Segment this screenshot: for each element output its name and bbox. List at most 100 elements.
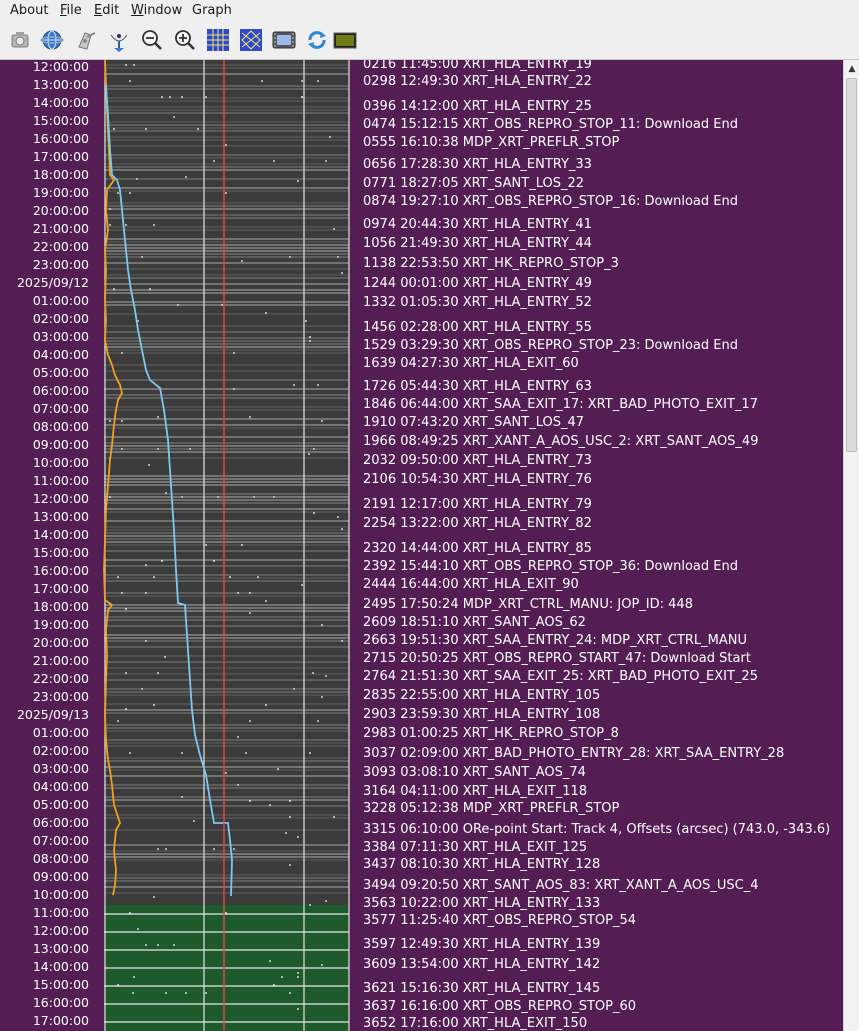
event-list-item[interactable]: 1639 04:27:30 XRT_HLA_EXIT_60 [363,356,579,371]
data-dot [141,688,143,690]
menu-window[interactable]: Window [131,3,183,18]
event-list-item[interactable]: 0874 19:27:10 XRT_OBS_REPRO_STOP_16: Dow… [363,194,738,209]
event-list-item[interactable]: 3228 05:12:38 MDP_XRT_PREFLR_STOP [363,801,620,816]
event-list-item[interactable]: 1332 01:05:30 XRT_HLA_ENTRY_52 [363,295,592,310]
event-list-item[interactable]: 0974 20:44:30 XRT_HLA_ENTRY_41 [363,217,592,232]
data-dot [308,453,310,455]
event-list-item[interactable]: 3037 02:09:00 XRT_BAD_PHOTO_ENTRY_28: XR… [363,746,785,761]
data-dot [277,768,279,770]
zoom-out-button[interactable] [139,27,165,53]
event-list-item[interactable]: 3093 03:08:10 XRT_SANT_AOS_74 [363,765,586,780]
data-dot [129,752,131,754]
event-list-item[interactable]: 1726 05:44:30 XRT_HLA_ENTRY_63 [363,379,592,394]
data-dot [269,804,271,806]
event-list-item[interactable]: 2320 14:44:00 XRT_HLA_ENTRY_85 [363,541,592,556]
camera-button[interactable] [7,27,33,53]
film-button[interactable] [271,27,297,53]
event-list-item[interactable]: 0771 18:27:05 XRT_SANT_LOS_22 [363,176,585,191]
event-list-item[interactable]: 1910 07:43:20 XRT_SANT_LOS_47 [363,415,585,430]
event-list-item[interactable]: 3597 12:49:30 XRT_HLA_ENTRY_139 [363,937,601,952]
event-list-item[interactable]: 2663 19:51:30 XRT_SAA_ENTRY_24: MDP_XRT_… [363,633,748,648]
event-list-item[interactable]: 3384 07:11:30 XRT_HLA_EXIT_125 [363,840,588,855]
menu-graph[interactable]: Graph [192,3,232,18]
event-list-item[interactable]: 2609 18:51:10 XRT_SANT_AOS_62 [363,615,586,630]
event-list-item[interactable]: 0216 11:45:00 XRT_HLA_ENTRY_19 [363,60,592,72]
event-list-item[interactable]: 2835 22:55:00 XRT_HLA_ENTRY_105 [363,688,601,703]
event-list-item[interactable]: 3563 10:22:00 XRT_HLA_ENTRY_133 [363,896,601,911]
data-dot [261,80,263,82]
event-list-item[interactable]: 2254 13:22:00 XRT_HLA_ENTRY_82 [363,516,592,531]
data-dot [317,720,319,722]
film-icon [272,31,296,49]
timeline-strip[interactable] [100,60,353,1031]
data-dot [341,272,343,274]
event-list-item[interactable]: 3652 17:16:00 XRT_HLA_EXIT_150 [363,1016,588,1031]
event-list-item[interactable]: 1138 22:53:50 XRT_HK_REPRO_STOP_3 [363,256,619,271]
event-list-item[interactable]: 0656 17:28:30 XRT_HLA_ENTRY_33 [363,157,592,172]
data-dot [181,496,183,498]
event-list-item[interactable]: 2106 10:54:30 XRT_HLA_ENTRY_76 [363,472,592,487]
event-list-item[interactable]: 3609 13:54:00 XRT_HLA_ENTRY_142 [363,957,601,972]
event-list-item[interactable]: 0474 15:12:15 XRT_OBS_REPRO_STOP_11: Dow… [363,117,738,132]
time-axis: 12:00:00 13:00:00 14:00:00 15:00:00 16:00:00… [0,60,100,1031]
event-list-item[interactable]: 2392 15:44:10 XRT_OBS_REPRO_STOP_36: Dow… [363,559,738,574]
event-list-item[interactable]: 2764 21:51:30 XRT_SAA_EXIT_25: XRT_BAD_P… [363,669,758,684]
data-dot [181,796,183,798]
event-list[interactable]: 0216 11:45:00 XRT_HLA_ENTRY_19 0298 12:49… [353,60,843,1031]
star-pattern-button[interactable] [238,27,264,53]
event-list-item[interactable]: 0396 14:12:00 XRT_HLA_ENTRY_25 [363,99,592,114]
refresh-button[interactable] [304,27,330,53]
event-list-item[interactable]: 1056 21:49:30 XRT_HLA_ENTRY_44 [363,236,592,251]
data-dot [321,964,323,966]
event-list-item[interactable]: 2903 23:59:30 XRT_HLA_ENTRY_108 [363,707,601,722]
event-list-item[interactable]: 0555 16:10:38 MDP_XRT_PREFLR_STOP [363,135,620,150]
event-list-item[interactable]: 3621 15:16:30 XRT_HLA_ENTRY_145 [363,981,601,996]
event-list-item[interactable]: 3637 16:16:00 XRT_OBS_REPRO_STOP_60 [363,999,636,1014]
event-list-item[interactable]: 2191 12:17:00 XRT_HLA_ENTRY_79 [363,497,592,512]
event-list-item[interactable]: 3315 06:10:00 ORe-point Start: Track 4, … [363,822,831,837]
vertical-scrollbar[interactable]: ▲ [843,60,859,1031]
event-list-item[interactable]: 0298 12:49:30 XRT_HLA_ENTRY_22 [363,74,592,89]
menu-file[interactable]: File [60,3,82,18]
data-dot [233,848,235,850]
time-label: 23:00:00 [32,257,89,272]
monitor-button[interactable] [332,27,358,53]
event-list-item[interactable]: 2032 09:50:00 XRT_HLA_ENTRY_73 [363,453,592,468]
menu-about[interactable]: About [10,3,49,18]
event-list-item[interactable]: 2715 20:50:25 XRT_OBS_REPRO_START_47: Do… [363,651,751,666]
satellite-dish-button[interactable] [106,27,132,53]
scroll-up-arrow-icon[interactable]: ▲ [848,64,856,74]
event-list-item[interactable]: 1456 02:28:00 XRT_HLA_ENTRY_55 [363,320,592,335]
menu-bar: About File Edit Window Graph [0,0,859,22]
event-list-item[interactable]: 3164 04:11:00 XRT_HLA_EXIT_118 [363,784,588,799]
data-dot [129,192,131,194]
event-list-item[interactable]: 3494 09:20:50 XRT_SANT_AOS_83: XRT_XANT_… [363,878,759,893]
data-dot [125,672,127,674]
event-list-item[interactable]: 2444 16:44:00 XRT_HLA_EXIT_90 [363,577,579,592]
event-list-item[interactable]: 2495 17:50:24 MDP_XRT_CTRL_MANU: JOP_ID:… [363,597,693,612]
data-dot [113,128,115,130]
spacecraft-button[interactable] [73,27,99,53]
event-list-item[interactable]: 1529 03:29:30 XRT_OBS_REPRO_STOP_23: Dow… [363,338,738,353]
zoom-in-button[interactable] [172,27,198,53]
scroll-thumb[interactable] [846,78,857,452]
event-list-item[interactable]: 1846 06:44:00 XRT_SAA_EXIT_17: XRT_BAD_P… [363,397,758,412]
globe-button[interactable] [39,27,65,53]
menu-edit[interactable]: Edit [94,3,120,18]
data-dot [173,944,175,946]
orbit-trace [103,60,123,896]
event-list-item[interactable]: 3437 08:10:30 XRT_HLA_ENTRY_128 [363,857,601,872]
data-dot [312,672,314,674]
data-dot [309,340,311,342]
data-dot [241,260,243,262]
time-label: 2025/09/12 [16,275,89,290]
grid-button[interactable] [205,27,231,53]
timeline-graph[interactable] [100,60,353,1031]
data-dot [265,312,267,314]
event-list-item[interactable]: 1244 00:01:00 XRT_HLA_ENTRY_49 [363,276,592,291]
data-dot [249,592,251,594]
event-list-item[interactable]: 2983 01:00:25 XRT_HK_REPRO_STOP_8 [363,726,619,741]
event-list-item[interactable]: 3577 11:25:40 XRT_OBS_REPRO_STOP_54 [363,913,636,928]
time-label: 15:00:00 [32,113,89,128]
event-list-item[interactable]: 1966 08:49:25 XRT_XANT_A_AOS_USC_2: XRT_… [363,434,759,449]
